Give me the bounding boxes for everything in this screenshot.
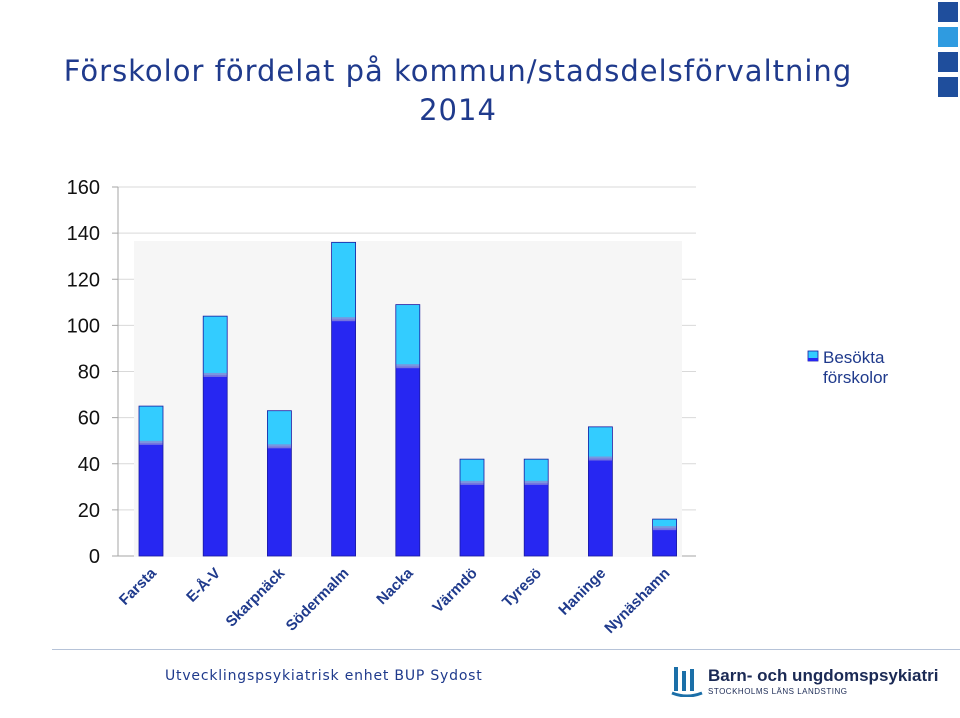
x-tick-label: Haninge	[555, 565, 609, 619]
bar	[523, 458, 549, 557]
legend: Besökta förskolor	[807, 348, 889, 387]
bar-body	[203, 374, 228, 556]
bar-top	[139, 406, 163, 443]
bar	[331, 241, 357, 557]
bar	[138, 405, 164, 557]
logo-name: Barn- och ungdomspsykiatri	[708, 666, 939, 685]
square-decoration	[938, 27, 958, 47]
chart-title: Förskolor fördelat på kommun/stadsdelsfö…	[63, 54, 853, 88]
bar-top	[524, 459, 549, 483]
y-tick-label: 100	[67, 315, 100, 337]
square-decoration	[938, 2, 958, 22]
x-tick-label: Tyresö	[499, 565, 545, 611]
y-tick-label: 0	[89, 546, 100, 568]
bar	[202, 315, 228, 557]
bar-body	[588, 458, 613, 556]
y-tick-label: 160	[67, 177, 100, 199]
bar	[652, 518, 677, 557]
footer-text: Utvecklingspsykiatrisk enhet BUP Sydost	[165, 668, 483, 684]
y-tick-label: 120	[67, 269, 100, 291]
x-tick-label: E-Å-V	[183, 565, 224, 606]
bar-top	[267, 410, 292, 447]
sll-logo-icon	[671, 667, 703, 697]
x-tick-label: Nacka	[373, 564, 417, 608]
chart-subtitle-year: 2014	[419, 93, 497, 127]
footer-divider	[52, 649, 960, 650]
x-tick-label: Farsta	[116, 564, 160, 608]
x-tick-label: Skarpnäck	[223, 564, 289, 630]
bar-body	[139, 442, 163, 556]
bar-top	[588, 426, 613, 459]
x-tick-label: Södermalm	[283, 565, 353, 635]
bar	[459, 458, 485, 557]
y-tick-labels: 0 20 40 60 80 100 120 140 160	[67, 177, 100, 568]
bar-chart: 0 20 40 60 80 100 120 140 160 Farsta E-Å-VSkarpnä…	[67, 177, 889, 637]
bar-body	[652, 528, 677, 556]
x-tick-label: Värmdö	[429, 565, 481, 617]
bar-top	[203, 316, 228, 375]
y-tick-label: 60	[78, 408, 100, 430]
bar	[588, 426, 613, 557]
y-tick-label: 40	[78, 454, 100, 476]
logo-subtitle: STOCKHOLMS LÄNS LANDSTING	[708, 687, 848, 696]
bar	[395, 304, 421, 557]
bar-body	[524, 482, 549, 556]
y-tick-label: 20	[78, 500, 100, 522]
square-decoration	[938, 52, 958, 72]
bar-body	[395, 366, 420, 556]
bar-body	[460, 482, 484, 556]
bar-top	[460, 459, 484, 483]
axes	[112, 186, 119, 557]
bar-body	[267, 446, 292, 556]
x-tick-label: Nynäshamn	[601, 565, 673, 637]
y-tick-label: 140	[67, 223, 100, 245]
bars	[138, 241, 677, 557]
bar-top	[652, 519, 677, 529]
square-decoration	[938, 77, 958, 97]
y-tick-label: 80	[78, 362, 100, 384]
legend-label: Besökta förskolor	[823, 348, 889, 387]
bar	[266, 410, 292, 557]
bar-top	[331, 242, 356, 320]
bar-body	[331, 319, 356, 556]
organization-logo: Barn- och ungdomspsykiatri STOCKHOLMS LÄ…	[668, 665, 938, 699]
bar-top	[395, 304, 420, 367]
